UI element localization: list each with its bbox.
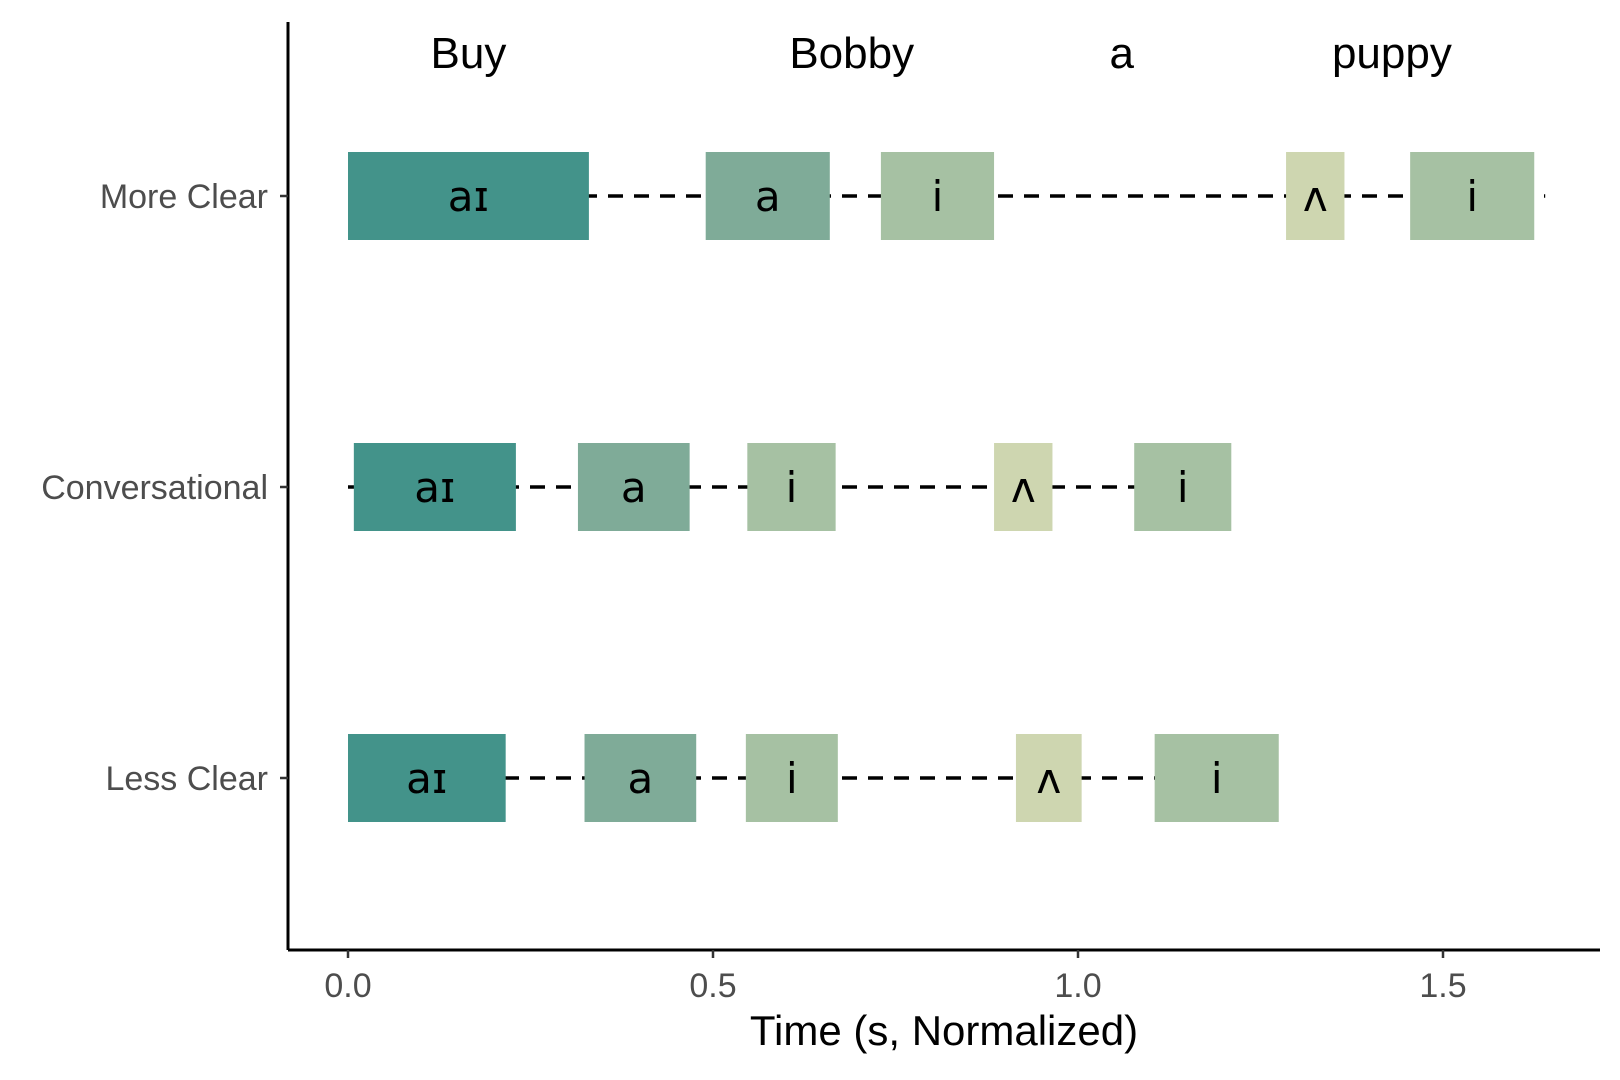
phone-segment-bar xyxy=(1410,152,1535,240)
phone-segment-bar xyxy=(348,152,589,240)
phone-segment-bar xyxy=(577,443,690,531)
phone-segment-bar xyxy=(1134,443,1232,531)
phone-segment-bar xyxy=(994,443,1053,531)
plot-panel: aɪ a i ʌ i aɪ a i ʌ i aɪ a i ʌ i xyxy=(348,152,1546,822)
word-labels: Buy Bobby a puppy xyxy=(431,29,1452,78)
x-tick-label: 0.5 xyxy=(689,967,736,1005)
condition-row: aɪ a i ʌ i xyxy=(348,443,1232,531)
phone-segment-bar xyxy=(1154,734,1279,822)
word-label: a xyxy=(1110,29,1135,78)
phone-segment-label: ʌ xyxy=(1011,463,1036,512)
phone-segment-label: i xyxy=(932,172,944,221)
x-tick-label: 0.0 xyxy=(324,967,371,1005)
phone-segment-label: a xyxy=(621,463,647,512)
condition-row: aɪ a i ʌ i xyxy=(348,734,1279,822)
phone-segment-bar xyxy=(584,734,697,822)
word-label: Buy xyxy=(431,29,507,78)
phone-segment-bar xyxy=(705,152,830,240)
phone-segment-label: aɪ xyxy=(448,172,489,221)
phone-segment-bar xyxy=(880,152,995,240)
x-tick-label: 1.0 xyxy=(1054,967,1101,1005)
y-axis-ticks: More Clear Conversational Less Clear xyxy=(41,178,288,798)
word-label: Bobby xyxy=(789,29,914,78)
x-tick-label: 1.5 xyxy=(1419,967,1466,1005)
phone-segment-bar xyxy=(353,443,516,531)
phone-segment-label: a xyxy=(627,754,653,803)
phone-segment-label: i xyxy=(1466,172,1478,221)
phone-segment-label: ʌ xyxy=(1036,754,1061,803)
y-tick-label: More Clear xyxy=(100,178,268,216)
y-tick-label: Conversational xyxy=(41,469,268,507)
phone-segment-label: aɪ xyxy=(414,463,455,512)
phone-segment-label: i xyxy=(786,463,798,512)
x-axis-ticks: 0.0 0.5 1.0 1.5 xyxy=(324,950,1467,1005)
phone-segment-label: aɪ xyxy=(406,754,447,803)
phone-segment-label: i xyxy=(786,754,798,803)
y-tick-label: Less Clear xyxy=(105,760,268,798)
phone-segment-bar xyxy=(1015,734,1082,822)
phone-segment-bar xyxy=(1286,152,1345,240)
phone-segment-label: ʌ xyxy=(1303,172,1328,221)
phone-segment-bar xyxy=(745,734,838,822)
word-label: puppy xyxy=(1332,29,1452,78)
x-axis-title: Time (s, Normalized) xyxy=(750,1007,1138,1054)
phone-segment-label: i xyxy=(1177,463,1189,512)
condition-row: aɪ a i ʌ i xyxy=(348,152,1546,240)
phone-segment-label: a xyxy=(755,172,781,221)
phone-segment-bar xyxy=(348,734,506,822)
phone-segment-bar xyxy=(747,443,836,531)
phone-segment-label: i xyxy=(1211,754,1223,803)
